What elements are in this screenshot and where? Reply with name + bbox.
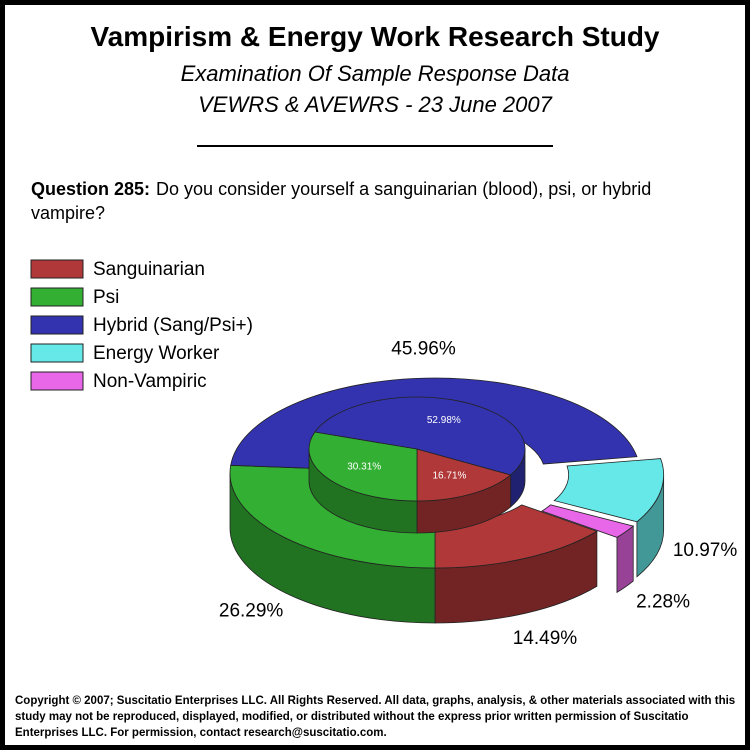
chart: Sanguinarian Psi Hybrid (Sang/Psi+) Energy … — [30, 259, 738, 649]
legend-swatch — [30, 315, 84, 335]
title: Vampirism & Energy Work Research Study — [90, 21, 660, 52]
value-label: 30.31% — [347, 462, 381, 473]
legend-label: Psi — [93, 287, 119, 308]
slice — [540, 504, 635, 538]
question: Question 285: Do you consider yourself a … — [31, 177, 721, 225]
value-label: 14.49% — [513, 628, 578, 649]
slice — [553, 458, 665, 523]
legend-swatch — [30, 343, 84, 363]
subtitle: VEWRS & AVEWRS - 23 June 2007 — [198, 92, 552, 117]
legend-swatch — [30, 259, 84, 279]
legend-label: Energy Worker — [93, 343, 220, 364]
legend-swatch — [30, 371, 84, 391]
value-label: 16.71% — [433, 471, 467, 482]
value-label: 10.97% — [673, 540, 738, 561]
value-label: 52.98% — [427, 415, 461, 426]
subtitle: Examination Of Sample Response Data — [180, 61, 570, 86]
value-label: 26.29% — [219, 601, 284, 622]
divider — [197, 145, 553, 147]
question-text: Do you consider yourself a sanguinarian … — [31, 179, 652, 223]
value-label: 45.96% — [391, 339, 456, 360]
legend-label: Non-Vampiric — [93, 371, 207, 392]
copyright: Copyright © 2007; Suscitatio Enterprises… — [15, 695, 736, 739]
question-label: Question 285: — [31, 179, 151, 199]
slice — [314, 396, 526, 476]
legend-label: Sanguinarian — [93, 259, 205, 280]
legend-swatch — [30, 287, 84, 307]
legend-label: Hybrid (Sang/Psi+) — [93, 315, 253, 336]
slice — [308, 431, 418, 502]
value-label: 2.28% — [636, 592, 690, 613]
slice — [416, 448, 512, 502]
